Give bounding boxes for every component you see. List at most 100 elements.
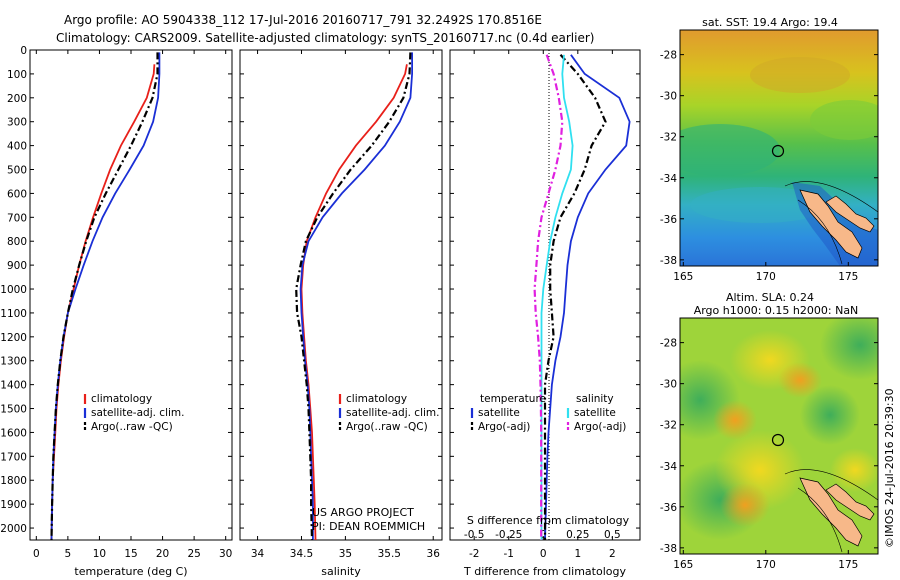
legend-label: satellite-adj. clim. [346,407,439,419]
depth-tick-label: 1200 [0,332,27,344]
temperature-series [50,52,161,540]
x-tick-label: 35.5 [378,548,401,560]
map-y-tick-label: -32 [660,132,677,144]
map-y-tick-label: -38 [660,543,677,555]
map-x-tick-label: 165 [673,559,693,571]
x2-tick-label: -0.5 [464,529,485,541]
series-line-temperature-satellite [544,54,631,540]
sla-map-title-2: Argo h1000: 0.15 h2000: NaN [694,304,859,317]
x-tick-label: 0 [540,548,547,560]
legend-label: Argo(..raw -QC) [91,421,173,433]
depth-tick-label: 1900 [0,499,27,511]
depth-tick-label: 600 [7,188,27,200]
depth-tick-label: 1700 [0,451,27,463]
difference-x-ticks: -2 -1 0 1 2 -0.5 -0.25 0 0.25 0.5 [464,50,621,560]
x-tick-label: 15 [124,548,137,560]
x-tick-label: 10 [93,548,106,560]
salinity-legend: climatology satellite-adj. clim. Argo(..ra… [338,393,439,433]
credit-text: ©IMOS 24-Jul-2016 20:39:30 [883,388,896,548]
salinity-x-ticks: 34 34.5 35 35.5 36 [251,50,440,560]
sla-map [680,318,878,554]
series-line-temperature-argo-adj- [543,54,607,540]
depth-tick-label: 1100 [0,308,27,320]
temperature-legend: climatology satellite-adj. clim. Argo(..ra… [83,393,184,433]
sla-map-title-1: Altim. SLA: 0.24 [726,291,814,304]
depth-tick-label: 1800 [0,475,27,487]
legend-label: satellite-adj. clim. [91,407,184,419]
series-line-satellite-adj-clim- [50,52,161,540]
header-line-1: Argo profile: AO 5904338_112 17-Jul-2016… [64,13,542,27]
sla-map-ticks: 165 170 175 -28 -30 -32 -34 -36 -38 [660,338,878,571]
x-tick-label: 34.5 [290,548,313,560]
map-y-tick-label: -30 [660,91,677,103]
depth-tick-label: 0 [20,45,27,57]
x-tick-label: -2 [469,548,479,560]
depth-tick-label: 800 [7,236,27,248]
x-tick-label: 5 [65,548,72,560]
temperature-xlabel: temperature (deg C) [74,565,187,578]
pi-annotation: PI: DEAN ROEMMICH [312,520,425,533]
temperature-plot-area [29,49,233,541]
x2-tick-label: 0.5 [604,529,621,541]
x-tick-label: 0 [33,548,40,560]
x-tick-label: 20 [156,548,169,560]
map-x-tick-label: 175 [838,559,858,571]
legend-group-title: salinity [576,393,614,405]
map-y-tick-label: -34 [660,461,677,473]
x-tick-label: 34 [251,548,265,560]
salinity-xlabel: salinity [321,565,361,578]
depth-tick-label: 400 [7,141,27,153]
x-tick-label: -1 [503,548,513,560]
map-y-tick-label: -38 [660,255,677,267]
depth-tick-label: 2000 [0,523,27,535]
sla-float-marker [771,433,785,447]
sst-map-ticks: 165 170 175 -28 -30 -32 -34 -36 -38 [660,50,878,283]
salinity-plot-area [239,49,443,541]
legend-label: satellite [478,407,520,419]
difference-xlabel-t: T difference from climatology [463,565,626,578]
series-line-salinity-satellite [540,54,574,540]
series-line-satellite-adj-clim- [299,52,414,540]
sst-map-frame [679,29,879,267]
map-x-tick-label: 175 [838,271,858,283]
depth-tick-label: 1300 [0,356,27,368]
depth-tick-label: 300 [7,117,27,129]
map-x-tick-label: 170 [756,271,776,283]
salinity-series [295,52,414,540]
depth-tick-label: 1500 [0,404,27,416]
depth-tick-label: 1000 [0,284,27,296]
legend-label: climatology [346,393,407,405]
sla-map-frame [679,317,879,555]
x2-tick-label: -0.25 [495,529,522,541]
difference-legend: temperature satellite Argo(-adj) salinity sa… [470,393,626,433]
x-tick-label: 1 [574,548,581,560]
x2-tick-label: 0 [540,529,547,541]
temperature-x-ticks: 0 5 10 15 20 25 30 [33,50,232,560]
series-line-salinity-argo-adj- [533,54,564,540]
map-y-tick-label: -36 [660,502,677,514]
legend-label: Argo(-adj) [478,421,530,433]
depth-tick-label: 100 [7,69,27,81]
sst-map-title: sat. SST: 19.4 Argo: 19.4 [702,16,838,29]
map-y-tick-label: -32 [660,420,677,432]
difference-xlabel-s: S difference from climatology [467,514,630,527]
depth-tick-label: 700 [7,212,27,224]
x-tick-label: 35 [339,548,352,560]
header-line-2: Climatology: CARS2009. Satellite-adjuste… [56,31,594,45]
map-y-tick-label: -30 [660,379,677,391]
x-tick-label: 36 [427,548,441,560]
x2-tick-label: 0.25 [566,529,589,541]
project-annotation: US ARGO PROJECT [312,506,414,519]
x-tick-label: 25 [187,548,200,560]
depth-tick-label: 1400 [0,380,27,392]
map-x-tick-label: 165 [673,271,693,283]
depth-axis: 0 100 200 300 400 500 600 700 800 900 1000 1100 1200… [0,45,640,535]
legend-label: climatology [91,393,152,405]
legend-label: Argo(..raw -QC) [346,421,428,433]
depth-tick-label: 200 [7,93,27,105]
map-y-tick-label: -28 [660,50,677,62]
map-y-tick-label: -34 [660,173,677,185]
sst-float-marker [771,144,785,158]
legend-group-title: temperature [480,393,546,405]
